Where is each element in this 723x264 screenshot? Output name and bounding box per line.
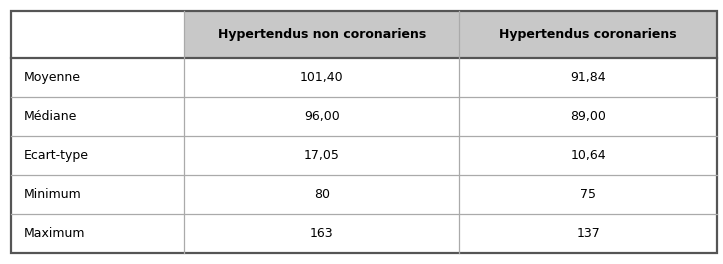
- Text: 96,00: 96,00: [304, 110, 340, 123]
- Text: 163: 163: [310, 227, 333, 241]
- Text: 101,40: 101,40: [300, 71, 343, 84]
- Text: Ecart-type: Ecart-type: [24, 149, 89, 162]
- Text: 80: 80: [314, 188, 330, 201]
- Bar: [184, 11, 717, 58]
- Text: 10,64: 10,64: [570, 149, 606, 162]
- Text: Minimum: Minimum: [24, 188, 82, 201]
- Text: 17,05: 17,05: [304, 149, 340, 162]
- Text: 89,00: 89,00: [570, 110, 607, 123]
- Text: Hypertendus coronariens: Hypertendus coronariens: [500, 28, 677, 41]
- Text: Maximum: Maximum: [24, 227, 85, 241]
- Text: 75: 75: [581, 188, 596, 201]
- Text: 91,84: 91,84: [570, 71, 606, 84]
- Text: 137: 137: [576, 227, 600, 241]
- Text: Hypertendus non coronariens: Hypertendus non coronariens: [218, 28, 426, 41]
- Text: Moyenne: Moyenne: [24, 71, 81, 84]
- Text: Médiane: Médiane: [24, 110, 77, 123]
